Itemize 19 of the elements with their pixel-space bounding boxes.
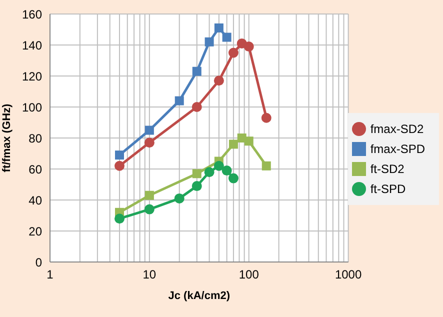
y-tick-label: 80: [28, 131, 42, 146]
legend-label: ft-SD2: [370, 162, 404, 176]
y-tick-label: 20: [28, 224, 42, 238]
y-tick-label: 0: [35, 255, 42, 270]
y-tick-label: 160: [22, 7, 42, 22]
y-tick-label: 140: [22, 38, 42, 52]
x-tick-label: 100: [238, 268, 260, 282]
x-tick-label: 1: [46, 268, 54, 282]
x-axis-title: Jc (kA/cm2): [168, 290, 230, 302]
x-tick-label: 1000: [334, 268, 362, 282]
legend-label: ft-SPD: [370, 182, 406, 196]
y-tick-label: 40: [28, 193, 42, 208]
y-tick-label: 100: [22, 100, 42, 114]
y-tick-label: 60: [28, 162, 42, 176]
legend-label: fmax-SPD: [370, 142, 425, 156]
y-tick-label: 120: [22, 69, 42, 84]
legend-label: fmax-SD2: [370, 122, 424, 136]
x-tick-label: 10: [142, 268, 156, 282]
y-axis-title: ft/fmax (GHz): [0, 103, 13, 172]
